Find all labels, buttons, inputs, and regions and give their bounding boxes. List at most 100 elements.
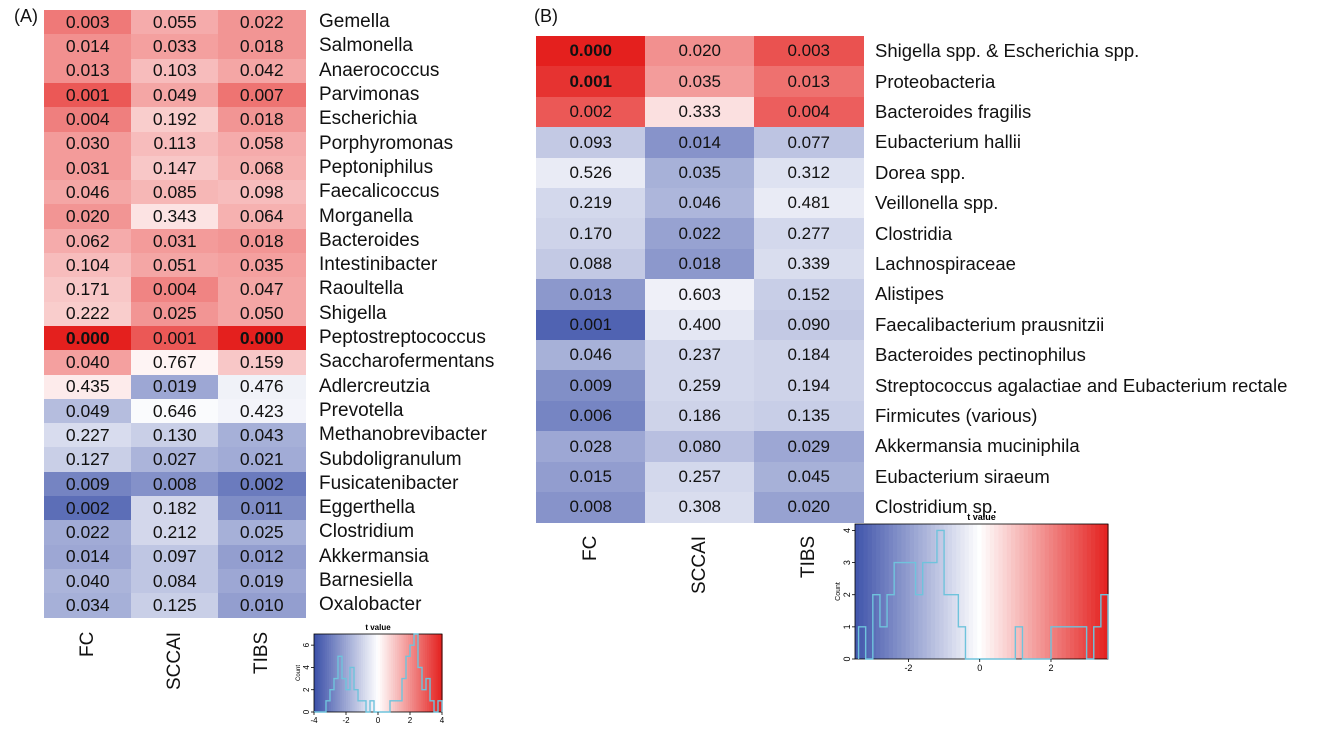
heatmap-cell: 0.085 (131, 180, 219, 205)
key-stripe (1040, 524, 1046, 659)
key-stripe (888, 524, 894, 659)
key-stripe (431, 634, 435, 712)
y-tick-label: 0 (842, 656, 852, 661)
key-stripe (1074, 524, 1080, 659)
heatmap-cell: 0.046 (536, 340, 646, 371)
heatmap-cell: 0.040 (44, 350, 132, 375)
heatmap-cell: 0.020 (754, 492, 864, 523)
key-stripe (365, 634, 368, 712)
key-stripe (412, 634, 415, 712)
key-stripe (968, 524, 974, 659)
heatmap-cell: 0.030 (44, 131, 132, 157)
key-stripe (328, 634, 332, 712)
row-label: Oxalobacter (319, 594, 422, 616)
heatmap-cell: 0.014 (645, 127, 755, 159)
key-stripe (1099, 524, 1105, 659)
heatmap-cell: 0.219 (536, 188, 646, 219)
key-stripe (326, 634, 330, 712)
key-stripe (985, 524, 991, 659)
row-label: Fusicatenibacter (319, 472, 459, 494)
key-stripe (401, 634, 405, 712)
heatmap-cell: 0.014 (44, 34, 132, 60)
key-stripe (855, 524, 860, 659)
heatmap-cell: 0.003 (44, 10, 132, 35)
key-stripe (1061, 524, 1067, 659)
key-stripe (871, 524, 877, 659)
heatmap-cell: 0.027 (131, 447, 219, 473)
heatmap-cell: 0.147 (131, 155, 219, 181)
heatmap-cell: 0.018 (218, 228, 306, 254)
key-stripe (956, 524, 962, 659)
heatmap-cell: 0.021 (218, 447, 306, 473)
heatmap-cell: 0.400 (645, 309, 755, 341)
heatmap-cell: 0.159 (218, 350, 306, 375)
key-stripe (977, 524, 983, 659)
column-label: TIBS (250, 631, 272, 674)
panel-b-label: (B) (534, 6, 558, 26)
row-label: Porphyromonas (319, 132, 454, 154)
x-tick-label: -4 (310, 716, 318, 725)
key-stripe (1065, 524, 1071, 659)
key-stripe (994, 524, 999, 659)
column-label: SCCAI (688, 536, 710, 595)
heatmap-cell: 0.008 (131, 471, 219, 497)
heatmap-cell: 0.080 (645, 431, 755, 463)
heatmap-cell: 0.001 (536, 309, 646, 341)
heatmap-cell: 0.046 (44, 180, 132, 205)
heatmap-cell: 0.000 (218, 325, 306, 351)
heatmap-cell: 0.004 (131, 277, 219, 303)
row-label: Escherichia (319, 108, 418, 130)
heatmap-cell: 0.068 (218, 155, 306, 181)
heatmap-cell: 0.011 (218, 496, 306, 521)
heatmap-cell: 0.049 (131, 82, 219, 108)
heatmap-cell: 0.035 (645, 157, 755, 189)
key-stripe (964, 524, 970, 659)
key-stripe (437, 634, 441, 712)
heatmap-cell: 0.047 (218, 277, 306, 303)
heatmap-cell: 0.034 (44, 593, 132, 618)
heatmap-cell: 0.006 (536, 400, 646, 432)
heatmap-cell: 0.031 (44, 155, 132, 181)
y-tick-label: 4 (842, 528, 852, 533)
heatmap-cell: 0.481 (754, 188, 864, 219)
key-stripe (1011, 524, 1016, 659)
heatmap-cell: 0.476 (218, 374, 306, 400)
key-ylabel: Count (835, 582, 842, 601)
key-stripe (1048, 524, 1054, 659)
heatmap-cell: 0.040 (44, 568, 132, 594)
key-stripe (867, 524, 873, 659)
row-label: Shigella (319, 302, 387, 324)
key-stripe (371, 634, 375, 712)
row-label: Eubacterium hallii (875, 131, 1022, 153)
heatmap-cell: 0.000 (536, 36, 646, 67)
heatmap-cell: 0.227 (44, 423, 132, 448)
row-label: Faecalibacterium prausnitzii (875, 313, 1105, 335)
row-label: Faecalicoccus (319, 181, 440, 203)
heatmap-cell: 0.257 (645, 461, 755, 493)
key-stripe (392, 634, 396, 712)
heatmap-cell: 0.042 (218, 58, 306, 84)
key-stripe (324, 634, 328, 712)
heatmap-cell: 0.062 (44, 228, 132, 254)
key-stripe (1053, 524, 1058, 659)
key-stripe (429, 634, 432, 712)
key-stripe (390, 634, 394, 712)
heatmap-cell: 0.013 (44, 58, 132, 84)
key-stripe (433, 634, 437, 712)
key-stripe (960, 524, 966, 659)
key-stripe (880, 524, 886, 659)
x-tick-label: 4 (440, 716, 445, 725)
row-label: Clostridium (319, 521, 415, 543)
row-label: Morganella (319, 205, 413, 227)
x-tick-label: -2 (342, 716, 350, 725)
heatmap-cell: 0.084 (131, 568, 219, 594)
heatmap-cell: 0.004 (754, 96, 864, 128)
key-stripe (427, 634, 430, 712)
row-label: Firmicutes (various) (875, 404, 1038, 426)
heatmap-cell: 0.002 (44, 496, 132, 521)
key-stripe (951, 524, 957, 659)
x-tick-label: 2 (1048, 663, 1053, 673)
row-label: Shigella spp. & Escherichia spp. (875, 40, 1140, 62)
key-stripe (354, 634, 358, 712)
key-stripe (341, 634, 345, 712)
